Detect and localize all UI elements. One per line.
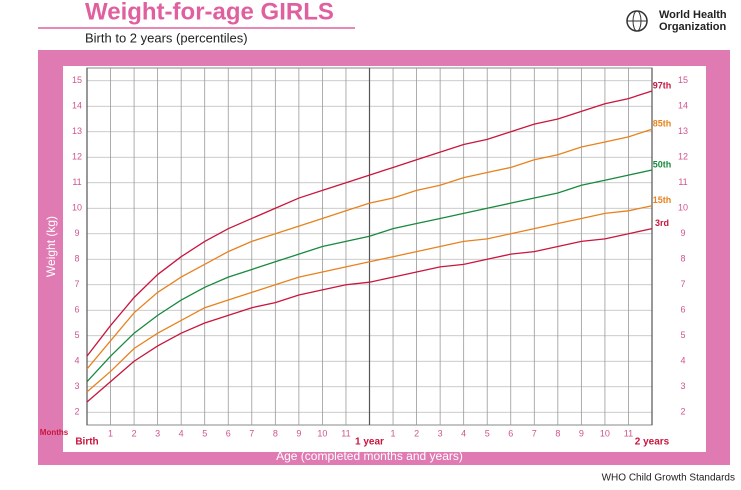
y-tick-label: 2: [74, 407, 79, 417]
x-tick-label: Birth: [75, 437, 98, 448]
y-tick-label: 9: [680, 228, 685, 238]
x-tick-label: 2: [414, 428, 419, 438]
x-tick-label: 3: [438, 428, 443, 438]
x-tick-label: 11: [341, 428, 350, 438]
x-unit-label: Months: [40, 428, 69, 437]
footer: WHO Child Growth Standards: [602, 473, 735, 484]
x-tick-label: 1 year: [355, 437, 384, 448]
x-tick-label: 7: [532, 428, 537, 438]
y-tick-label: 4: [680, 356, 685, 366]
x-tick-label: 1: [391, 428, 396, 438]
y-tick-label: 12: [72, 152, 82, 162]
series-label: 85th: [653, 119, 672, 129]
y-tick-label: 15: [72, 75, 82, 85]
x-tick-label: 2 years: [635, 437, 670, 448]
org-name: World Health: [659, 9, 727, 21]
y-tick-label: 6: [74, 305, 79, 315]
x-tick-label: 7: [249, 428, 254, 438]
x-tick-label: 1: [108, 428, 113, 438]
percentile-line: [86, 169, 653, 383]
x-tick-label: 3: [155, 428, 160, 438]
x-tick-label: 11: [624, 428, 633, 438]
y-tick-label: 5: [680, 330, 685, 340]
y-tick-label: 3: [74, 381, 79, 391]
y-tick-label: 7: [680, 279, 685, 289]
y-tick-label: 3: [680, 381, 685, 391]
percentile-line: [86, 128, 653, 370]
series-label: 50th: [653, 159, 672, 169]
percentile-line: [86, 228, 653, 403]
x-tick-label: 5: [202, 428, 207, 438]
y-tick-label: 15: [678, 75, 688, 85]
percentile-line: [86, 90, 653, 357]
x-tick-label: 5: [485, 428, 490, 438]
chart-title: Weight-for-age GIRLS: [85, 0, 334, 25]
x-tick-label: 8: [273, 428, 278, 438]
y-tick-label: 4: [74, 356, 79, 366]
org-name: Organization: [659, 21, 727, 33]
x-tick-label: 9: [296, 428, 301, 438]
y-tick-label: 14: [678, 101, 688, 111]
y-tick-label: 10: [72, 203, 82, 213]
series-label: 15th: [653, 195, 672, 205]
y-tick-label: 9: [74, 228, 79, 238]
x-tick-label: 9: [579, 428, 584, 438]
series-label: 97th: [653, 80, 672, 90]
y-tick-label: 13: [72, 126, 82, 136]
x-tick-label: 6: [226, 428, 231, 438]
x-tick-label: 10: [600, 428, 610, 438]
y-axis-title: Weight (kg): [44, 216, 58, 277]
who-logo: [626, 10, 648, 32]
y-tick-label: 8: [680, 254, 685, 264]
y-tick-label: 11: [678, 177, 687, 187]
x-tick-label: 8: [555, 428, 560, 438]
x-axis-title: Age (completed months and years): [276, 449, 463, 463]
x-tick-label: 2: [132, 428, 137, 438]
x-tick-label: 4: [179, 428, 184, 438]
chart-subtitle: Birth to 2 years (percentiles): [85, 30, 248, 45]
y-tick-label: 11: [72, 177, 81, 187]
x-tick-label: 10: [317, 428, 327, 438]
y-tick-label: 14: [72, 101, 82, 111]
series-label: 3rd: [655, 218, 669, 228]
y-tick-label: 8: [74, 254, 79, 264]
y-tick-label: 6: [680, 305, 685, 315]
percentile-line: [86, 205, 653, 393]
y-tick-label: 10: [678, 203, 688, 213]
x-tick-label: 4: [461, 428, 466, 438]
y-tick-label: 2: [680, 407, 685, 417]
y-tick-label: 5: [74, 330, 79, 340]
y-tick-label: 7: [74, 279, 79, 289]
y-tick-label: 13: [678, 126, 688, 136]
y-tick-label: 12: [678, 152, 688, 162]
x-tick-label: 6: [508, 428, 513, 438]
